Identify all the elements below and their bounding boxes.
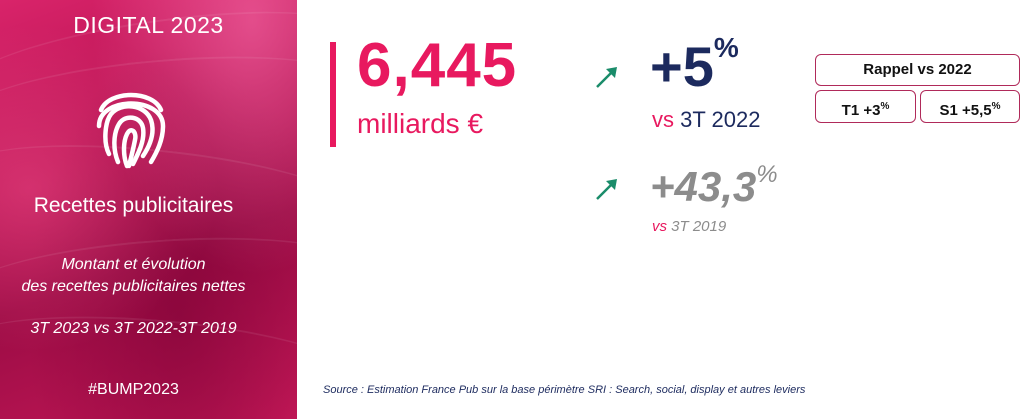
sidebar-subtitle: Recettes publicitaires: [33, 194, 234, 217]
recall-s1-box: S1 +5,5%: [920, 90, 1020, 123]
description-line: des recettes publicitaires nettes: [21, 278, 246, 295]
sidebar-description: Montant et évolution des recettes public…: [0, 254, 267, 298]
vs-label: vs: [652, 107, 674, 132]
growth-current: +5%: [650, 32, 739, 99]
recall-t1-box: T1 +3%: [815, 90, 916, 123]
recall-t1-percent: %: [880, 101, 890, 112]
vs-label: vs: [652, 218, 667, 235]
growth-2019: +43,3%: [650, 161, 778, 211]
main-value: 6,445: [357, 31, 518, 100]
growth-current-percent: %: [713, 32, 739, 63]
recall-t1-label: T1 +3: [841, 102, 881, 119]
source-note: Source : Estimation France Pub sur la ba…: [323, 384, 806, 396]
recall-title-box: Rappel vs 2022: [815, 54, 1020, 86]
sidebar-period: 3T 2023 vs 3T 2022-3T 2019: [30, 320, 237, 337]
accent-bar: [330, 42, 336, 147]
compare-period: 3T 2019: [671, 218, 727, 235]
recall-s1-percent: %: [991, 101, 1001, 112]
recall-s1-label: S1 +5,5: [939, 102, 992, 119]
growth-current-value: +5: [650, 35, 714, 98]
growth-current-compare: vs 3T 2022: [652, 107, 760, 133]
compare-period: 3T 2022: [680, 107, 761, 132]
growth-2019-percent: %: [756, 161, 778, 188]
description-line: Montant et évolution: [61, 256, 206, 273]
main-unit: milliards €: [357, 108, 484, 139]
sidebar-panel: DIGITAL 2023 Recettes publicitaires Mont…: [0, 0, 297, 419]
growth-2019-compare: vs 3T 2019: [652, 218, 726, 235]
sidebar-hashtag: #BUMP2023: [88, 381, 179, 398]
sidebar-title: DIGITAL 2023: [73, 12, 224, 38]
trend-up-icon: [596, 179, 617, 200]
fingerprint-icon: [96, 92, 166, 169]
trend-up-icon: [596, 67, 617, 88]
growth-2019-value: +43,3: [650, 163, 757, 210]
